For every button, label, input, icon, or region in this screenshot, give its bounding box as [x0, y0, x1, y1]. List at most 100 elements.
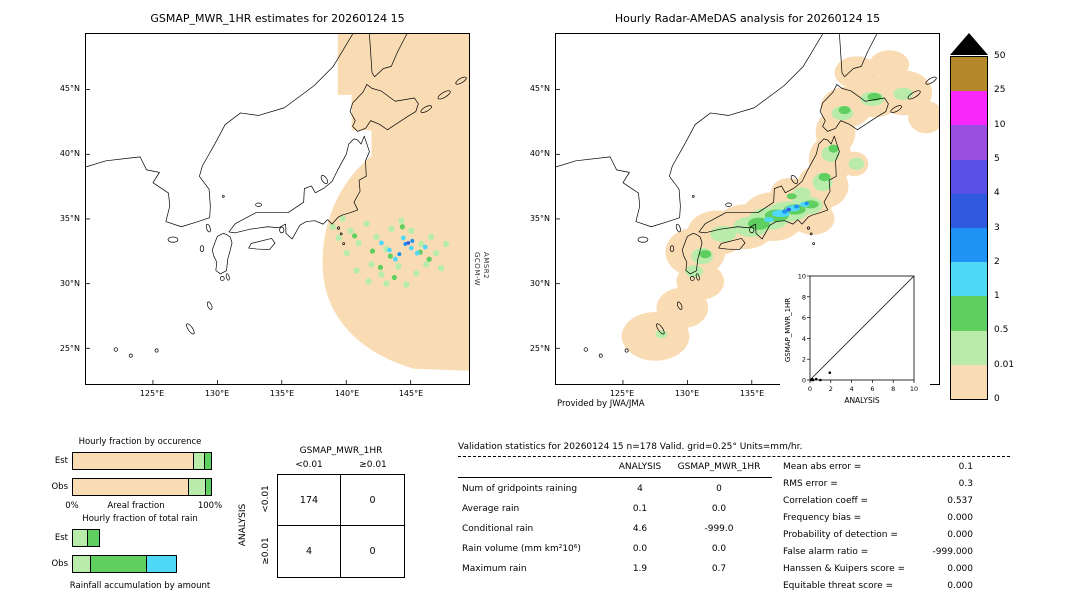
metric-mean-abs-error: Mean abs error = 0.1	[783, 462, 973, 472]
scatter-x-tick-labels: 0 2 4 6 8 10	[808, 385, 918, 393]
metric-value: 0.1	[958, 462, 973, 472]
stat-row-gsmap: 0.0	[711, 504, 727, 514]
lat-tick-25n: 25°N	[59, 344, 80, 353]
svg-text:6: 6	[870, 385, 874, 393]
colorbar-bands	[950, 56, 988, 400]
metric-value: 0.3	[958, 479, 973, 489]
gsmap-estimate-map-svg	[86, 34, 469, 384]
metric-label: Correlation coeff =	[783, 496, 869, 506]
satellite-name: GCOM-W	[473, 252, 481, 287]
lon-tick-135e: 135°E	[269, 389, 295, 398]
stat-row-analysis: 4	[637, 484, 643, 494]
metric-value: 0.000	[947, 513, 973, 523]
colorbar-overflow-triangle	[950, 33, 988, 55]
svg-text:10: 10	[910, 385, 918, 393]
contingency-col-header-0: <0.01	[295, 460, 323, 470]
metric-correlation: Correlation coeff = 0.537	[783, 496, 973, 506]
metric-label: False alarm ratio =	[783, 547, 869, 557]
svg-text:10: 10	[798, 273, 806, 281]
stat-row-analysis: 0.1	[632, 504, 648, 514]
right-map-title: Hourly Radar-AMeDAS analysis for 2026012…	[614, 12, 881, 25]
areal-fraction-label: Areal fraction	[107, 501, 165, 511]
sensor-name: AMSR2	[482, 252, 490, 280]
lat-tick-45n: 45°N	[529, 84, 550, 93]
metric-label: Frequency bias =	[783, 513, 862, 523]
stat-row-gsmap: -999.0	[704, 524, 734, 534]
scatter-points	[809, 371, 832, 382]
stat-row-analysis: 0.0	[632, 544, 648, 554]
lat-tick-30n: 30°N	[529, 279, 550, 288]
metric-hanssen-kuipers: Hanssen & Kuipers score = 0.000	[783, 564, 973, 574]
lat-tick-40n: 40°N	[59, 149, 80, 158]
svg-text:4: 4	[850, 385, 854, 393]
stat-row-gsmap: 0	[716, 484, 722, 494]
metric-equitable-threat: Equitable threat score = 0.000	[783, 581, 973, 591]
stat-row-label: Maximum rain	[462, 564, 527, 574]
occurrence-est-bar	[72, 452, 212, 470]
stat-row-gsmap: 0.7	[711, 564, 727, 574]
totalrain-obs-bar	[72, 555, 178, 573]
stats-title-divider	[458, 456, 1010, 457]
stats-title: Validation statistics for 20260124 15 n=…	[458, 442, 803, 452]
scatter-ylabel: GSMAP_MWR_1HR	[784, 298, 792, 362]
stat-row-label: Conditional rain	[462, 524, 534, 534]
contingency-cell-hit-none: 174	[278, 475, 341, 526]
gsmap-estimate-map	[85, 33, 470, 385]
metric-label: RMS error =	[783, 479, 838, 489]
satellite-label: GCOM-W AMSR2	[473, 252, 490, 286]
occurrence-est-label: Est	[54, 456, 68, 466]
radar-precip-field	[621, 50, 939, 361]
metric-label: Hanssen & Kuipers score =	[783, 564, 906, 574]
one-to-one-line	[809, 275, 915, 381]
svg-text:2: 2	[802, 356, 806, 364]
lat-tick-35n: 35°N	[529, 214, 550, 223]
lon-tick-130e: 130°E	[204, 389, 230, 398]
metric-value: 0.000	[947, 530, 973, 540]
scatter-inset-svg: 0 2 4 6 8 10 0 2 4 6 8 10 GSMAP_MWR_1HR …	[780, 268, 930, 408]
lat-tick-40n: 40°N	[529, 149, 550, 158]
contingency-cell-false: 0	[341, 475, 404, 526]
stats-header-divider	[458, 477, 772, 478]
totalrain-est-bar	[72, 529, 101, 547]
svg-text:0: 0	[802, 377, 806, 385]
stats-col-header-gsmap: GSMAP_MWR_1HR	[677, 462, 761, 472]
radar-analysis-map-svg	[556, 34, 939, 384]
metric-rms-error: RMS error = 0.3	[783, 479, 973, 489]
stat-row-label: Num of gridpoints raining	[462, 484, 578, 494]
left-map-title: GSMAP_MWR_1HR estimates for 20260124 15	[150, 12, 405, 25]
svg-text:2: 2	[829, 385, 833, 393]
contingency-cell-miss: 4	[278, 526, 341, 577]
svg-text:6: 6	[802, 314, 806, 322]
metric-value: 0.000	[947, 564, 973, 574]
lat-tick-30n: 30°N	[59, 279, 80, 288]
lat-tick-35n: 35°N	[59, 214, 80, 223]
occurrence-chart-title: Hourly fraction by occurence	[78, 437, 202, 447]
scatter-y-tick-labels: 0 2 4 6 8 10	[798, 273, 806, 385]
data-credit: Provided by JWA/JMA	[557, 399, 645, 409]
totalrain-est-label: Est	[54, 533, 68, 543]
contingency-title: GSMAP_MWR_1HR	[299, 446, 383, 456]
areal-fraction-0pct: 0%	[65, 501, 79, 511]
lon-tick-125e: 125°E	[139, 389, 165, 398]
lat-tick-25n: 25°N	[529, 344, 550, 353]
metric-label: Equitable threat score =	[783, 581, 894, 591]
stats-col-header-analysis: ANALYSIS	[618, 462, 662, 472]
amsr2-swath	[322, 34, 469, 371]
lon-tick-125e: 125°E	[609, 389, 635, 398]
contingency-side-label: ANALYSIS	[238, 503, 248, 547]
occurrence-obs-label: Obs	[51, 482, 68, 492]
stat-row-label: Average rain	[462, 504, 520, 514]
svg-text:8: 8	[802, 293, 806, 301]
contingency-col-header-1: ≥0.01	[359, 460, 387, 470]
lon-tick-130e: 130°E	[674, 389, 700, 398]
stat-row-gsmap: 0.0	[711, 544, 727, 554]
contingency-cell-hit: 0	[369, 546, 376, 557]
contingency-row-header-0: <0.01	[261, 485, 271, 513]
gsmap-rain-cells	[329, 215, 450, 288]
totalrain-chart-title: Hourly fraction of total rain	[82, 514, 198, 524]
svg-text:8: 8	[891, 385, 895, 393]
metric-frequency-bias: Frequency bias = 0.000	[783, 513, 973, 523]
metric-far: False alarm ratio = -999.000	[783, 547, 973, 557]
contingency-row-header-1: ≥0.01	[261, 537, 271, 565]
